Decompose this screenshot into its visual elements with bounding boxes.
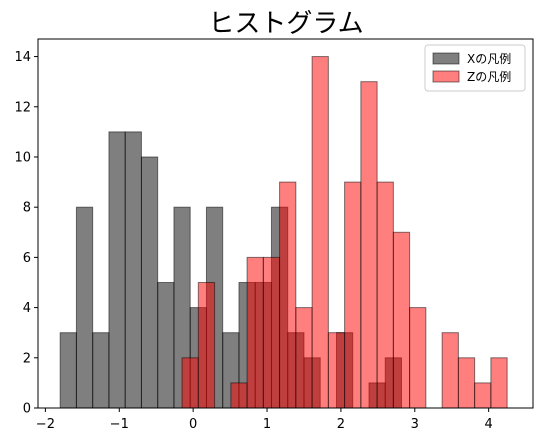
bar-series-1-bin-0 xyxy=(181,357,199,409)
bar-series-0-bin-3 xyxy=(108,131,126,409)
bar-series-1-bin-19 xyxy=(490,357,508,409)
legend-label-0: Xの凡例 xyxy=(467,52,511,66)
plot-frame xyxy=(37,38,534,409)
bar-series-1-bin-5 xyxy=(262,256,281,409)
x-tick-label-2: 0 xyxy=(189,417,197,432)
y-tick-label-5: 10 xyxy=(14,150,31,165)
x-tick-label-1: −1 xyxy=(110,417,129,432)
x-tick-label-4: 2 xyxy=(337,417,345,432)
bar-series-1-bin-13 xyxy=(392,231,411,409)
bar-series-0-bin-4 xyxy=(124,131,142,409)
x-tick-label-6: 4 xyxy=(485,417,493,432)
bar-series-1-bin-18 xyxy=(474,382,492,409)
bar-series-1-bin-6 xyxy=(279,181,297,409)
bar-series-0-bin-0 xyxy=(59,332,77,409)
bar-series-1-bin-10 xyxy=(344,181,362,409)
bar-series-1-bin-8 xyxy=(311,56,329,409)
bar-series-0-bin-6 xyxy=(157,281,175,409)
bar-series-1-bin-17 xyxy=(457,357,476,409)
legend-label-1: Zの凡例 xyxy=(467,70,511,84)
legend: Xの凡例 Zの凡例 xyxy=(424,44,526,92)
bar-series-0-bin-2 xyxy=(92,332,110,409)
bars-layer xyxy=(59,56,508,409)
bar-series-1-bin-9 xyxy=(327,332,346,409)
x-tick-label-5: 3 xyxy=(411,417,419,432)
y-tick-label-2: 4 xyxy=(23,301,31,316)
bar-series-0-bin-1 xyxy=(75,206,94,409)
bar-series-0-bin-5 xyxy=(140,156,159,409)
y-tick-label-3: 6 xyxy=(23,251,31,266)
bar-series-1-bin-7 xyxy=(295,307,313,409)
y-tick-label-0: 0 xyxy=(23,402,31,417)
legend-swatch-1 xyxy=(432,70,460,83)
bar-series-1-bin-1 xyxy=(197,281,216,409)
x-tick-label-0: −2 xyxy=(36,417,55,432)
y-tick-label-7: 14 xyxy=(14,50,31,65)
bar-series-1-bin-4 xyxy=(246,256,264,409)
bar-series-1-bin-12 xyxy=(376,181,394,409)
y-tick-label-4: 8 xyxy=(23,201,31,216)
x-tick-label-3: 1 xyxy=(263,417,271,432)
bar-series-1-bin-14 xyxy=(409,307,427,409)
bar-series-1-bin-3 xyxy=(230,382,248,409)
bar-series-1-bin-16 xyxy=(441,332,459,409)
legend-swatch-0 xyxy=(432,52,460,65)
bar-series-1-bin-11 xyxy=(360,81,378,409)
chart-title: ヒストグラム xyxy=(208,9,363,39)
y-tick-label-1: 2 xyxy=(23,351,31,366)
y-tick-label-6: 12 xyxy=(14,100,31,115)
